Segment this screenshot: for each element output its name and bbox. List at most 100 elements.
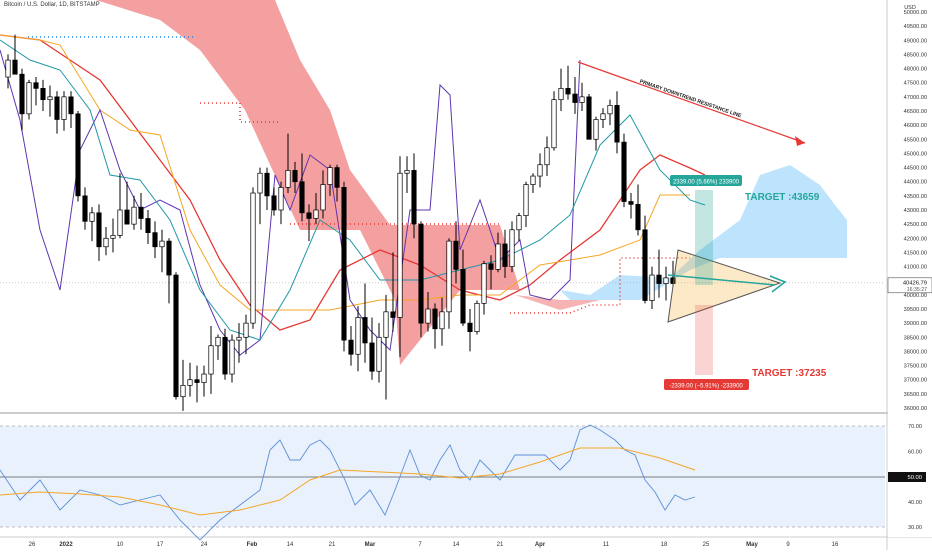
time-tick-label: 21 [497,542,504,548]
long-position-box [695,190,713,285]
price-tick-label: 37000.00 [904,378,927,384]
candle-body [509,229,515,267]
candle-body [432,308,438,330]
candles [5,34,676,411]
candle-body [537,164,543,177]
price-tick-label: 36000.00 [904,406,927,412]
target-up-label: TARGET :43659 [745,192,820,203]
price-tick-label: 45000.00 [904,151,927,157]
candle-body [607,104,613,115]
time-tick-label: Mar [365,542,376,548]
candle-body [26,82,32,115]
time-tick-label: Feb [247,542,258,548]
price-tick-label: 46000.00 [904,123,927,129]
last-price-value: 40426.79 [903,280,927,286]
candle-body [474,302,480,332]
candle-body [33,82,39,89]
target-down-label: TARGET :37235 [752,368,827,379]
rsi-tick-label: 40.00 [908,500,922,506]
candle-body [12,59,18,75]
rsi-tick-label: 30.00 [908,525,922,531]
candle-body [404,170,410,174]
candle-body [530,175,536,185]
price-tick-label: 48000.00 [904,67,927,73]
indicator-lines [0,34,806,356]
candle-body [257,172,263,194]
short-position-box [695,305,713,375]
breakout-arrowhead [769,275,787,293]
candle-body [593,119,599,140]
price-tick-label: 39000.00 [904,321,927,327]
candle-body [600,113,606,120]
price-tick-label: 40000.00 [904,293,927,299]
red-dotted-line-3 [510,257,690,314]
price-tick-label: 42000.00 [904,236,927,242]
candle-body [82,195,88,222]
candle-body [334,167,340,188]
candle-body [152,232,158,248]
price-tick-label: 43000.00 [904,208,927,214]
teal-line [0,39,706,341]
candle-body [236,336,242,341]
candle-body [222,336,228,375]
candle-body [194,379,200,383]
candle-body [264,172,270,197]
candle-body [180,385,186,398]
time-tick-label: 26 [29,542,36,548]
candle-body [145,218,151,233]
candle-body [649,274,655,301]
time-axis[interactable]: 26 2022 10 17 24 Feb 14 21 Mar 7 14 21 Apr 11 18 25 May 9… [29,542,839,548]
symbol-header: Bitcoin / U.S. Dollar, 1D, BITSTAMP [4,2,100,8]
candle-body [117,209,123,236]
candle-body [313,209,319,219]
candle-body [75,113,81,197]
candle-body [40,88,46,101]
candle-body [215,336,221,347]
price-tick-label: 49500.00 [904,24,927,30]
rsi-tick-label: 60.00 [908,449,922,455]
time-tick-label: Apr [535,542,546,548]
candle-countdown: 16:35:27 [907,287,927,293]
candle-body [320,184,326,211]
candle-body [47,96,53,101]
candle-body [243,322,249,338]
time-tick-label: 14 [287,542,294,548]
price-tick-label: 41000.00 [904,265,927,271]
price-tick-label: 42500.00 [904,222,927,228]
cloud-bullish-area [560,165,847,300]
candle-body [376,336,382,372]
time-tick-label: 21 [329,542,336,548]
candle-body [663,277,669,284]
price-tick-label: 48500.00 [904,52,927,58]
candle-body [586,96,592,140]
price-tick-label: 36500.00 [904,392,927,398]
currency-label: USD [904,5,916,11]
last-price-badge [887,277,932,294]
candle-body [271,195,277,211]
candle-body [614,104,620,143]
candle-body [250,192,256,324]
time-tick-label: May [746,542,758,548]
candle-body [5,59,11,78]
candle-body [131,206,137,225]
candle-body [523,184,529,217]
long-position-label: 2339.00 (5.66%) 233900 [673,180,740,186]
candle-body [481,263,487,304]
price-tick-label: 38000.00 [904,349,927,355]
candle-body [439,311,445,330]
candle-body [68,96,74,115]
candle-body [138,206,144,219]
time-tick-label: 7 [418,542,422,548]
rsi-pane [0,424,885,541]
candle-body [572,93,578,103]
purple-line [0,49,581,356]
trend-arrowhead [795,136,805,146]
candle-body [453,240,459,270]
price-tick-label: 50000.00 [904,10,927,16]
ema-red-line [0,34,706,331]
candle-body [460,269,466,324]
